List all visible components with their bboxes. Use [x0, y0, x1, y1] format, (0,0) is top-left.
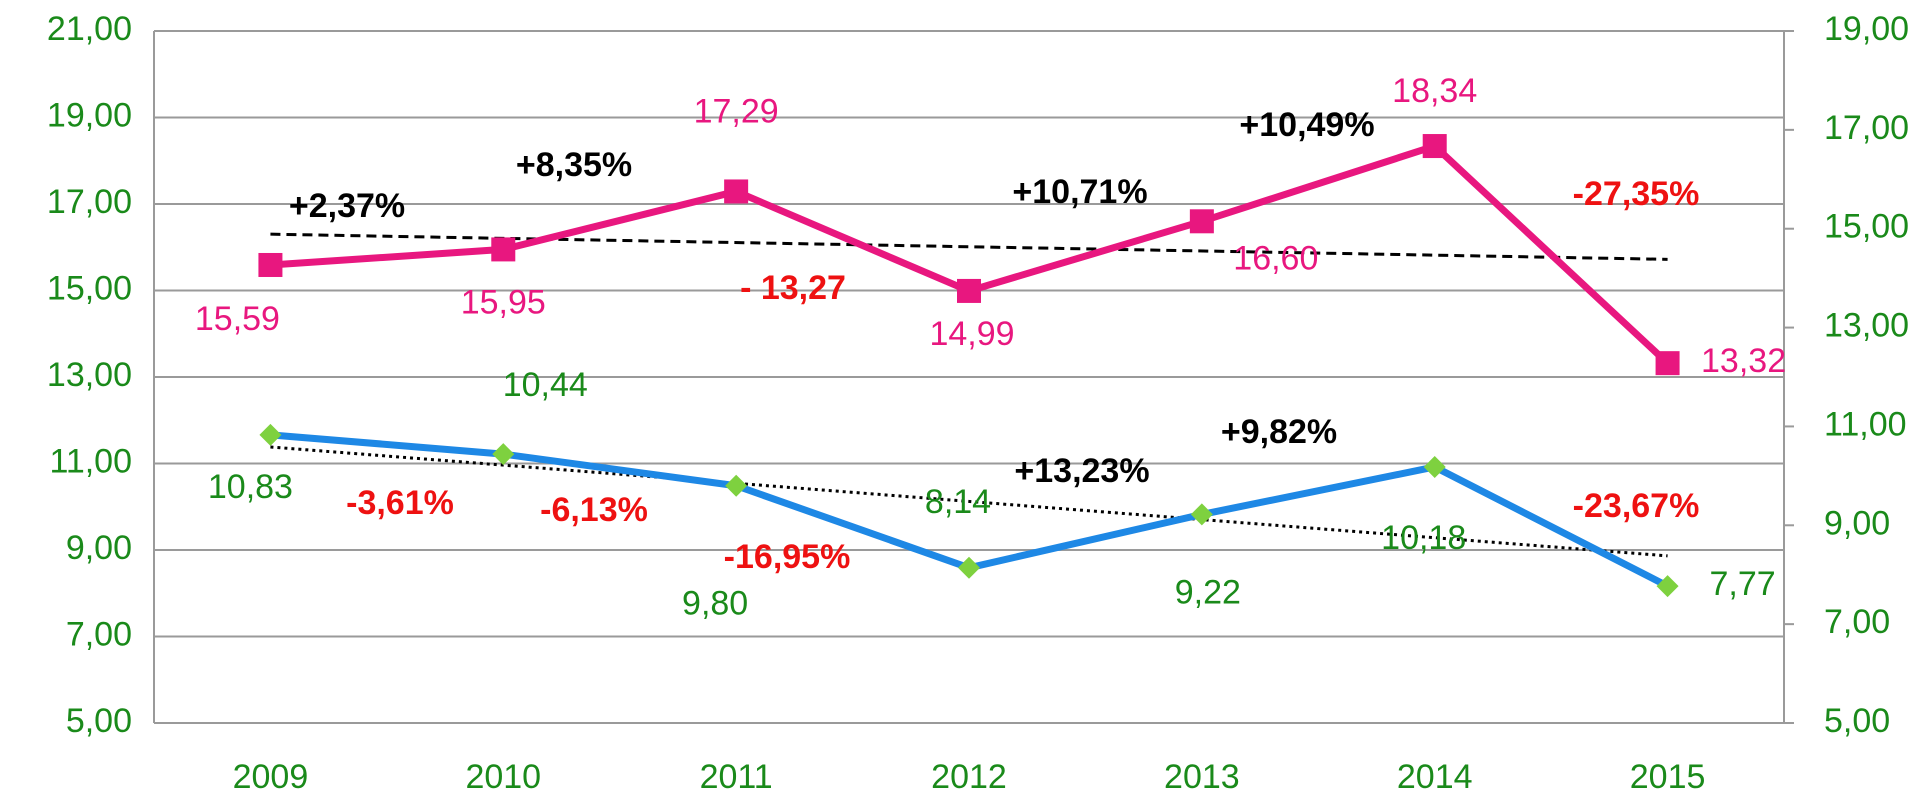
x-tick-label: 2012 [931, 758, 1007, 796]
annotation: -3,61% [346, 484, 454, 522]
annotation: +13,23% [1014, 452, 1149, 490]
marker [1190, 503, 1213, 526]
y2-tick-label: 5,00 [1824, 702, 1890, 740]
annotation: -16,95% [724, 538, 851, 576]
data-label: 15,59 [195, 300, 280, 338]
data-label: 15,95 [461, 283, 546, 321]
annotation: -27,35% [1573, 175, 1700, 213]
y-tick-label: 13,00 [47, 356, 132, 394]
y2-tick-label: 7,00 [1824, 603, 1890, 641]
data-label: 8,14 [925, 483, 991, 521]
data-label: 7,77 [1709, 565, 1775, 603]
y2-tick-label: 17,00 [1824, 109, 1909, 147]
x-tick-label: 2010 [465, 758, 541, 796]
y-tick-label: 5,00 [66, 702, 132, 740]
marker [1656, 575, 1679, 598]
marker [259, 423, 282, 446]
data-label: 18,34 [1392, 72, 1477, 110]
y-tick-label: 19,00 [47, 96, 132, 134]
marker [957, 278, 981, 303]
y-tick-label: 11,00 [49, 442, 132, 480]
y-tick-label: 7,00 [66, 615, 132, 653]
annotation: +10,49% [1239, 106, 1374, 144]
data-label: 10,44 [503, 366, 588, 404]
marker [1189, 209, 1214, 234]
x-tick-label: 2011 [700, 758, 773, 796]
annotation: -23,67% [1573, 487, 1700, 525]
marker [258, 252, 283, 277]
annotation: -6,13% [540, 491, 648, 529]
y2-tick-label: 15,00 [1824, 208, 1909, 246]
x-tick-label: 2015 [1630, 758, 1706, 796]
y-tick-label: 15,00 [47, 269, 132, 307]
marker [958, 556, 980, 579]
annotation: +9,82% [1221, 413, 1337, 451]
x-tick-label: 2013 [1164, 758, 1240, 796]
data-label: 9,80 [682, 585, 748, 623]
data-label: 17,29 [694, 92, 779, 130]
annotation: +8,35% [516, 146, 632, 184]
y2-tick-label: 13,00 [1824, 307, 1909, 345]
marker [1655, 351, 1680, 376]
marker [724, 179, 749, 204]
data-label: 16,60 [1233, 239, 1318, 277]
marker [725, 474, 748, 497]
marker [492, 443, 515, 466]
data-label: 10,83 [208, 468, 293, 506]
x-tick-label: 2014 [1397, 758, 1473, 796]
marker [491, 237, 516, 262]
y2-tick-label: 19,00 [1824, 10, 1909, 48]
annotation: +2,37% [289, 187, 405, 225]
trend-line [270, 445, 1668, 558]
trend-line [270, 232, 1668, 261]
annotation: - 13,27 [740, 269, 846, 307]
data-label: 9,22 [1175, 573, 1241, 611]
annotation: +10,71% [1012, 173, 1147, 211]
x-tick-label: 2009 [233, 758, 309, 796]
data-label: 14,99 [929, 315, 1014, 353]
y-tick-label: 17,00 [47, 183, 132, 221]
data-label: 13,32 [1701, 342, 1786, 380]
marker [1423, 455, 1446, 478]
marker [1422, 134, 1447, 159]
y2-tick-label: 9,00 [1824, 504, 1890, 542]
data-label: 10,18 [1381, 519, 1466, 557]
y2-tick-label: 11,00 [1824, 405, 1907, 443]
y-tick-label: 9,00 [66, 529, 132, 567]
y-tick-label: 21,00 [47, 10, 132, 48]
